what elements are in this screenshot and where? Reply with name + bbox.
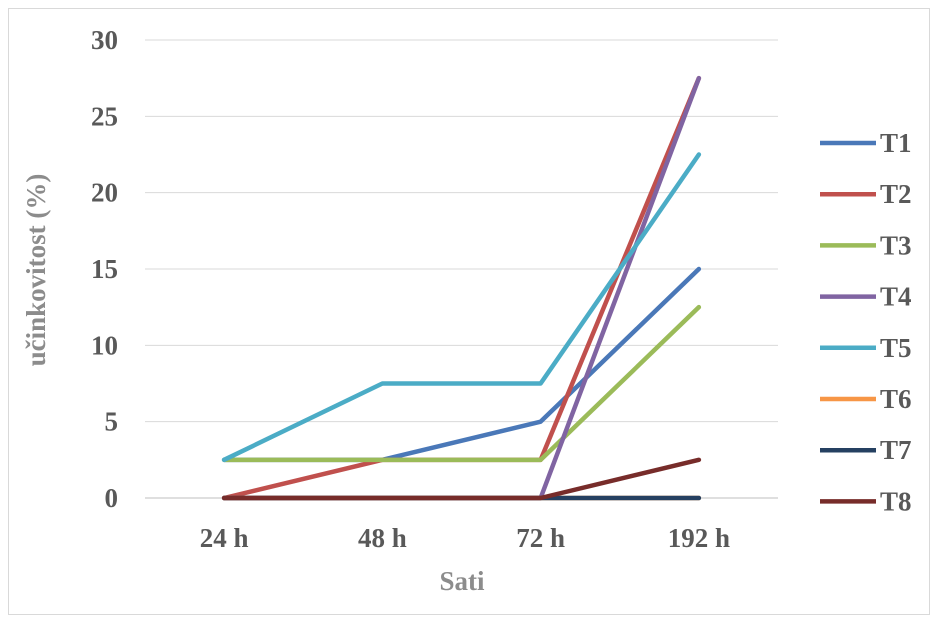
legend-label-t7: T7 [880, 435, 912, 465]
legend-label-t5: T5 [880, 333, 912, 363]
gridlines [145, 39, 778, 499]
y-tick-label: 30 [91, 25, 118, 55]
legend-label-t2: T2 [880, 179, 912, 209]
series-line-t2 [221, 75, 702, 501]
legend-label-t8: T8 [880, 486, 912, 516]
series-line-t4 [221, 75, 702, 501]
y-tick-label: 5 [105, 407, 119, 437]
chart-frame [8, 8, 930, 615]
y-axis-tick-labels: 0 5 10 15 20 25 30 [91, 25, 118, 513]
series-line-t8 [221, 457, 702, 501]
y-tick-label: 0 [105, 483, 119, 513]
series-line-t1 [221, 266, 702, 463]
series-line-t3 [221, 304, 702, 463]
y-tick-label: 10 [91, 330, 118, 360]
y-tick-label: 25 [91, 101, 118, 131]
x-tick-label: 48 h [358, 523, 407, 553]
x-tick-label: 192 h [668, 523, 730, 553]
x-tick-label: 24 h [200, 523, 249, 553]
series-line-t5 [221, 152, 702, 463]
x-axis-title: Sati [439, 566, 485, 596]
legend-label-t4: T4 [880, 282, 912, 312]
legend-label-t6: T6 [880, 384, 912, 414]
y-tick-label: 15 [91, 254, 118, 284]
legend-label-t3: T3 [880, 230, 912, 260]
legend: T1 T2 T3 T4 T5 T6 T7 T8 [820, 128, 912, 516]
series-lines [221, 75, 702, 501]
x-axis-tick-labels: 24 h 48 h 72 h 192 h [200, 523, 730, 553]
y-axis-title: učinkovitost (%) [21, 174, 51, 367]
x-tick-label: 72 h [516, 523, 565, 553]
legend-label-t1: T1 [880, 128, 912, 158]
y-tick-label: 20 [91, 178, 118, 208]
